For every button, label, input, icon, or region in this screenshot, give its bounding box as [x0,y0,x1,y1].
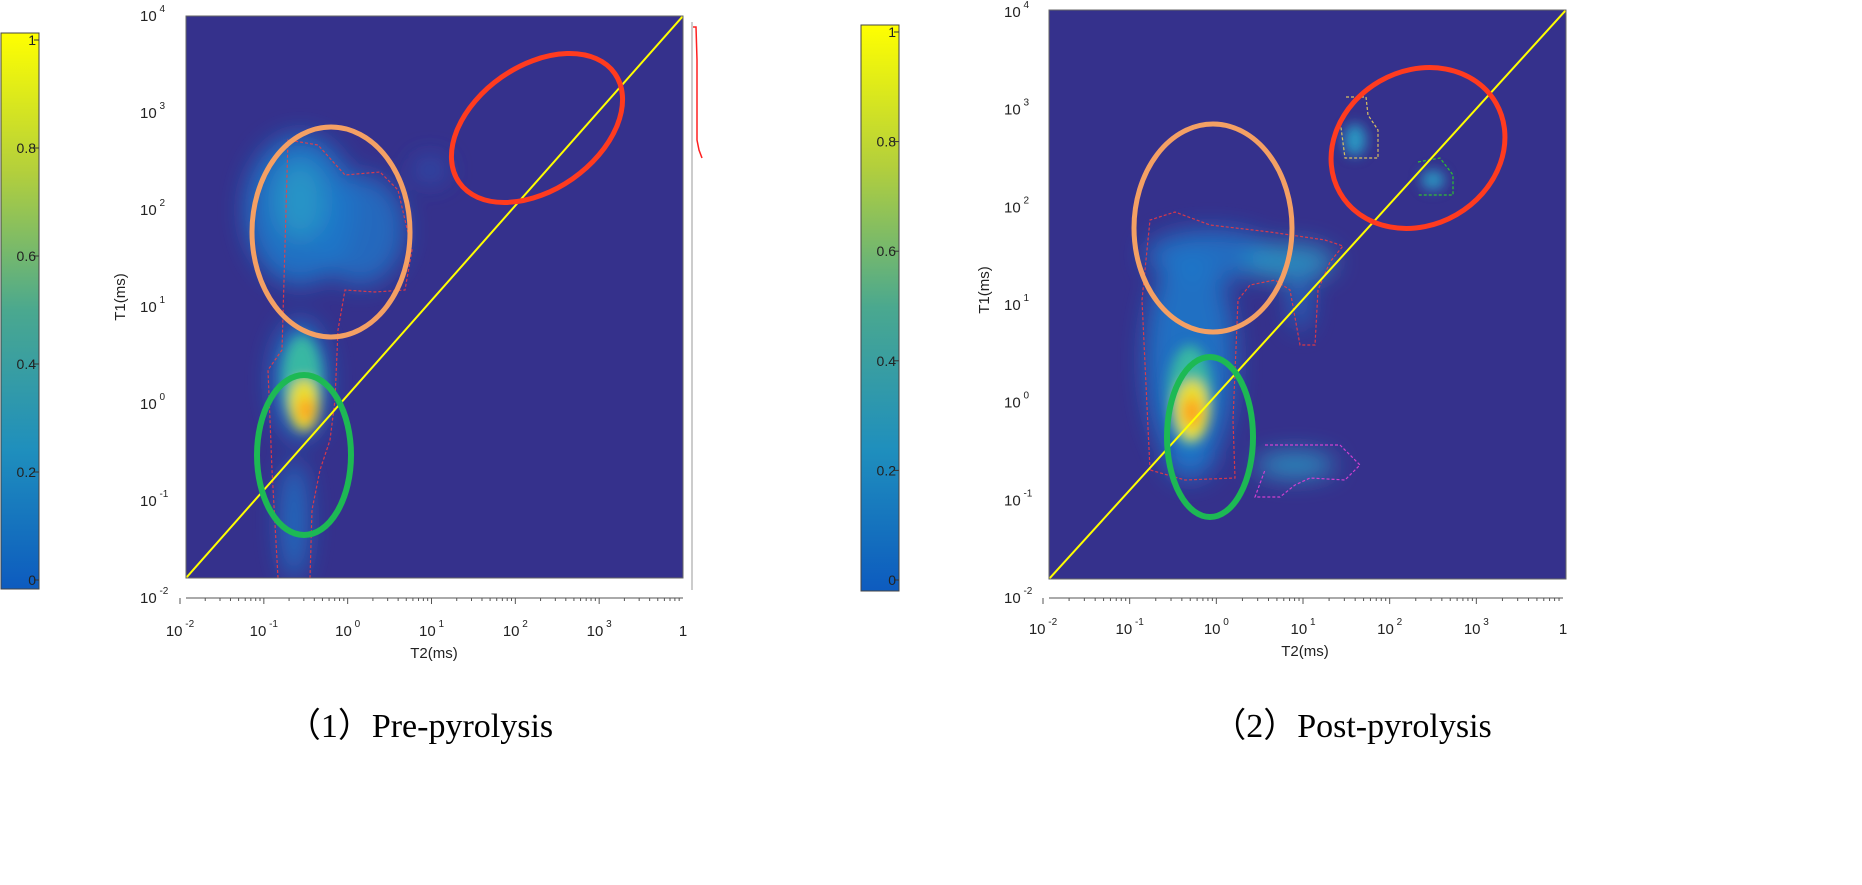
colorbar-tick-label: 0.2 [877,462,897,478]
ellipse-green [1164,354,1256,520]
y-axis-label: T1(ms) [976,266,993,314]
panel-caption: （1）Pre-pyrolysis [287,707,553,745]
colorbar-tick-label: 0 [28,572,36,588]
plot-frame [1048,9,1567,580]
colorbar-tick-label: 0.2 [17,464,37,480]
ellipse-green [254,372,354,538]
y-tick-label: 10 1 [140,295,165,316]
colorbar-ticks: 1 0.8 0.6 0.4 0.2 0 [877,24,899,588]
region-outline [267,139,413,578]
x-tick-label: 10 0 [335,619,360,640]
x-tick-labels: 10 -2 10 -1 10 0 10 1 10 2 10 3 1 [166,619,687,640]
blob [1183,398,1201,426]
ellipse-orange [1131,121,1295,335]
y-tick-label: 10 -2 [140,586,169,607]
colorbar-tick-label: 0.6 [877,243,897,259]
blob [298,398,314,422]
blob [1421,170,1445,190]
colorbar-ticks: 1 0.8 0.6 0.4 0.2 0 [17,32,39,588]
colorbar-tick-label: 1 [28,32,36,48]
x-minor-ticks [179,597,683,604]
colorbar-1: 1 0.8 0.6 0.4 0.2 0 [0,32,40,590]
y-tick-labels: 10 -2 10 -1 10 0 10 1 10 2 10 3 10 4 [140,4,169,607]
colorbar-tick-label: 0.4 [877,353,897,369]
x-tick-label: 1 [1559,621,1567,638]
blob [412,156,448,184]
blob [1255,453,1335,477]
y-tick-label: 10 -1 [140,489,169,510]
x-axis-label: T2(ms) [1281,643,1329,660]
plot-frame [185,15,684,579]
colorbar-tick-label: 1 [888,24,896,40]
y-tick-label: 10 2 [140,198,165,219]
x-tick-label: 10 2 [503,619,528,640]
panel-post-pyrolysis: 1 0.8 0.6 0.4 0.2 0 [860,0,1567,745]
ellipse-orange [249,124,413,340]
colorbar-tick-label: 0.8 [17,140,37,156]
y-tick-label: 10 2 [1004,195,1029,216]
y-tick-label: 10 -2 [1004,586,1033,607]
blob [275,160,325,240]
ellipse-red [1328,65,1508,231]
diagonal-line [1049,10,1566,579]
y-tick-label: 10 1 [1004,293,1029,314]
x-tick-label: 10 -1 [1115,617,1144,638]
x-tick-label: 10 2 [1377,617,1402,638]
region-outline [1141,211,1345,481]
y-tick-labels: 10 -2 10 -1 10 0 10 1 10 2 10 3 10 4 [1004,0,1033,607]
x-tick-label: 10 3 [587,619,612,640]
y-tick-label: 10 4 [1004,0,1029,21]
colorbar-tick-label: 0.4 [17,356,37,372]
blob [1290,270,1310,330]
region-outline-magenta [1254,444,1361,498]
x-tick-label: 10 3 [1464,617,1489,638]
heatmap-2 [1048,9,1567,580]
y-tick-label: 10 3 [1004,98,1029,119]
x-tick-label: 10 -2 [1029,617,1058,638]
blob [280,460,308,578]
y-tick-label: 10 3 [140,101,165,122]
colorbar-gradient [860,24,900,592]
side-profile-curve [693,26,703,159]
x-tick-label: 1 [679,623,687,640]
y-tick-label: 10 4 [140,4,165,25]
x-tick-label: 10 -2 [166,619,195,640]
blob [1145,230,1275,280]
colorbar-2: 1 0.8 0.6 0.4 0.2 0 [860,24,900,592]
x-tick-labels: 10 -2 10 -1 10 0 10 1 10 2 10 3 1 [1029,617,1567,638]
colorbar-tick-label: 0 [888,572,896,588]
panel-caption: （2）Post-pyrolysis [1212,707,1492,745]
y-axis-label: T1(ms) [112,273,129,321]
x-tick-label: 10 1 [1290,617,1315,638]
x-minor-ticks [1042,597,1563,604]
blob [1165,430,1215,480]
blob [315,175,405,285]
colorbar-gradient [0,32,40,590]
x-axis-label: T2(ms) [410,645,458,662]
region-outline-yellow [1339,96,1379,159]
x-tick-label: 10 0 [1204,617,1229,638]
signal-core [282,335,322,431]
x-tick-label: 10 -1 [250,619,279,640]
colorbar-tick-label: 0.8 [877,134,897,150]
ellipse-red [448,51,626,205]
signal-core [1168,124,1445,445]
y-tick-label: 10 0 [140,392,165,413]
heatmap-1 [185,15,703,590]
y-tick-label: 10 0 [1004,391,1029,412]
y-tick-label: 10 -1 [1004,488,1033,509]
colorbar-tick-label: 0.6 [17,248,37,264]
x-tick-label: 10 1 [419,619,444,640]
diagonal-line [186,16,683,578]
region-outline-green [1417,157,1454,196]
panel-pre-pyrolysis: 1 0.8 0.6 0.4 0.2 0 [0,4,703,745]
blob [1344,124,1366,156]
